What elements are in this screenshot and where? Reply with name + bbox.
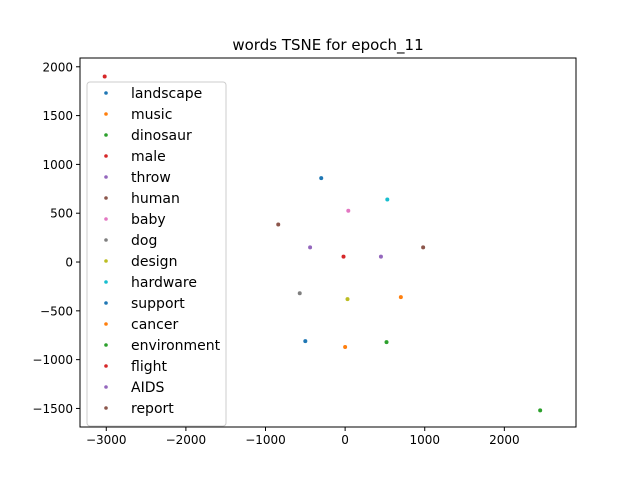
legend-marker-support (104, 301, 108, 305)
x-tick-label: 0 (341, 433, 349, 447)
point-dinosaur (538, 408, 543, 413)
legend-label-design: design (131, 254, 177, 270)
legend-label-baby: baby (131, 212, 166, 228)
point-aids (308, 245, 313, 250)
y-tick-label: 500 (50, 207, 73, 221)
legend-marker-design (104, 259, 108, 263)
point-throw (378, 254, 383, 259)
x-tick-label: 1000 (409, 433, 440, 447)
point-dog (297, 291, 302, 296)
legend-label-hardware: hardware (131, 275, 197, 291)
y-axis: −1500 −1000 −500 0 500 1000 1500 2000 (32, 60, 80, 416)
y-tick-label: −500 (40, 304, 73, 318)
point-support (303, 339, 308, 344)
legend-marker-flight (104, 364, 108, 368)
legend-marker-male (104, 154, 108, 158)
point-music (398, 295, 403, 300)
legend-marker-landscape (104, 91, 108, 95)
point-environment (384, 340, 389, 345)
legend-marker-cancer (104, 322, 108, 326)
legend-marker-music (104, 112, 108, 116)
y-tick-label: 0 (65, 256, 73, 270)
legend-marker-human (104, 196, 108, 200)
legend-marker-hardware (104, 280, 108, 284)
legend-label-male: male (131, 149, 166, 165)
y-tick-label: 1500 (42, 109, 73, 123)
legend-label-music: music (131, 107, 172, 123)
legend-label-dog: dog (131, 233, 157, 249)
legend-marker-aids (104, 385, 108, 389)
legend-label-support: support (131, 296, 185, 312)
legend-label-cancer: cancer (131, 317, 178, 333)
legend-marker-environment (104, 343, 108, 347)
legend-marker-report (104, 406, 108, 410)
legend-marker-baby (104, 217, 108, 221)
legend-label-human: human (131, 191, 180, 207)
legend: landscape music dinosaur male throw human baby… (86, 81, 227, 427)
point-report (421, 245, 426, 250)
x-tick-label: −2000 (166, 433, 207, 447)
x-tick-label: 2000 (489, 433, 520, 447)
legend-label-environment: environment (131, 338, 221, 354)
chart-title: words TSNE for epoch_11 (232, 36, 423, 55)
y-tick-label: 2000 (42, 60, 73, 74)
axes-frame (79, 57, 577, 428)
legend-marker-throw (104, 175, 108, 179)
y-tick-label: −1500 (32, 402, 73, 416)
y-tick-label: 1000 (42, 158, 73, 172)
x-axis: −3000 −2000 −1000 0 1000 2000 (86, 427, 520, 447)
point-male (341, 254, 346, 259)
x-tick-label: −3000 (86, 433, 127, 447)
legend-label-aids: AIDS (131, 380, 164, 396)
point-hardware (385, 197, 390, 202)
points-layer (102, 74, 543, 413)
point-cancer (343, 344, 348, 349)
y-tick-label: −1000 (32, 353, 73, 367)
point-baby (346, 208, 351, 213)
point-landscape (319, 176, 324, 181)
legend-label-throw: throw (131, 170, 171, 186)
legend-label-report: report (131, 401, 174, 417)
point-design (345, 297, 350, 302)
legend-label-landscape: landscape (131, 86, 202, 102)
legend-label-flight: flight (131, 359, 167, 375)
legend-marker-dinosaur (104, 133, 108, 137)
legend-marker-dog (104, 238, 108, 242)
legend-label-dinosaur: dinosaur (131, 128, 192, 144)
legend-box (86, 81, 227, 427)
x-tick-label: −1000 (245, 433, 286, 447)
point-flight (102, 74, 107, 79)
point-human (276, 222, 281, 227)
